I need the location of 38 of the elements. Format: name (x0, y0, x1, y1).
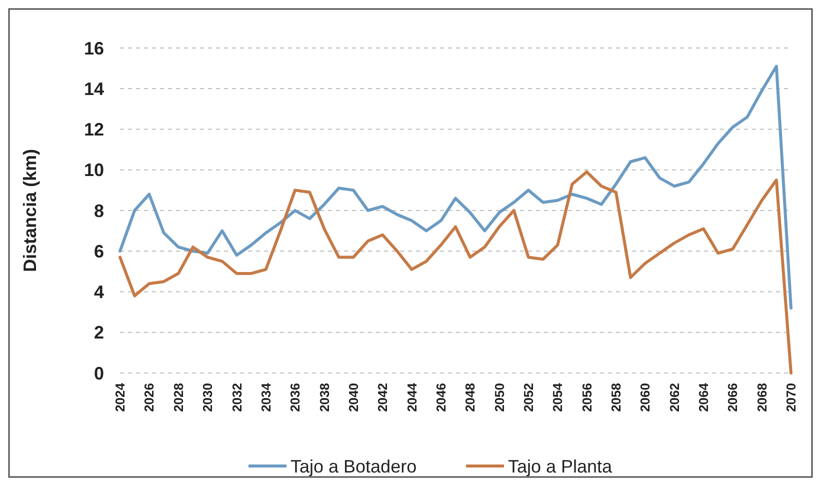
x-tick-label: 2050 (492, 383, 507, 412)
x-tick-label: 2040 (346, 383, 361, 412)
x-tick-label: 2038 (316, 383, 332, 412)
x-tick-label: 2036 (288, 383, 303, 412)
y-tick-label: 0 (94, 363, 104, 384)
x-tick-label: 2030 (200, 383, 216, 412)
line-series (118, 170, 792, 374)
x-tick-label: 2044 (404, 382, 420, 412)
x-tick-label: 2062 (666, 383, 682, 412)
legend-label: Tajo a Botadero (290, 456, 417, 476)
y-axis-title: Distancia (km) (20, 148, 40, 272)
y-tick-label: 16 (84, 38, 104, 58)
x-tick-label: 2052 (520, 383, 536, 412)
line-series (118, 64, 792, 310)
x-tick-label: 2070 (784, 383, 799, 412)
y-tick-label: 12 (84, 120, 104, 140)
x-tick-label: 2028 (170, 383, 186, 412)
x-tick-label: 2066 (725, 383, 740, 412)
x-tick-label: 2042 (375, 383, 390, 412)
y-tick-label: 6 (94, 241, 104, 262)
x-tick-label: 2060 (638, 383, 653, 412)
x-tick-label: 2054 (550, 382, 566, 412)
legend-label: Tajo a Planta (508, 456, 614, 476)
y-tick-label: 10 (84, 160, 104, 180)
y-tick-label: 8 (94, 200, 104, 221)
x-tick-label: 2026 (142, 383, 157, 412)
x-tick-label: 2046 (433, 383, 448, 412)
x-tick-label: 2048 (462, 383, 478, 412)
y-tick-label: 2 (94, 322, 104, 343)
x-tick-label: 2032 (229, 383, 244, 412)
x-tick-label: 2058 (608, 383, 624, 412)
y-tick-label: 14 (84, 78, 104, 99)
y-tick-label: 4 (94, 282, 104, 302)
x-tick-label: 2064 (696, 382, 712, 412)
x-tick-label: 2056 (579, 383, 594, 412)
x-tick-label: 2068 (754, 383, 770, 412)
x-tick-label: 2024 (112, 382, 128, 412)
x-tick-label: 2034 (258, 382, 274, 412)
